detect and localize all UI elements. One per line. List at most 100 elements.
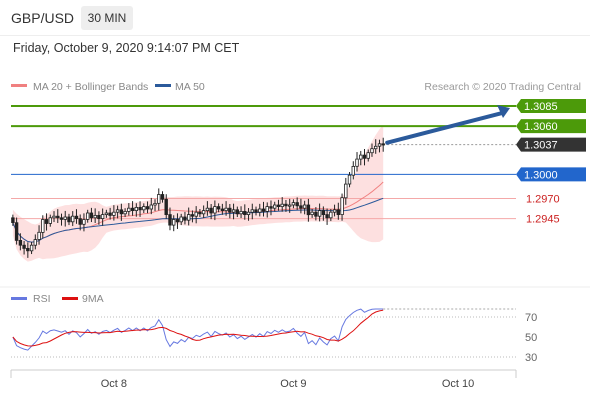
candle-body [336,209,340,216]
candle-body [63,216,67,220]
rsi-ma-line [12,309,384,347]
candle-body [186,214,191,221]
support-label: 1.2945 [526,214,560,226]
rsi-line [12,308,384,351]
x-axis-label: Oct 8 [101,378,127,390]
candle-body [89,212,94,219]
rsi-tick-label: 30 [525,352,537,364]
candle-body [22,244,26,249]
header-divider [0,35,590,36]
candle-body [100,214,105,220]
candle-body [37,231,41,240]
candle-body [276,204,281,208]
candle-body [112,211,116,216]
candle-body [272,204,277,209]
candle-body [11,217,15,224]
candle-body [127,207,131,212]
legend-swatch-ma20 [11,84,27,87]
candle-body [325,214,329,219]
candle-body [93,214,97,219]
candle-body [134,206,138,211]
candle-body [59,217,64,220]
candle-body [71,215,75,223]
candle-body [205,207,210,211]
candle-body [153,202,157,206]
candle-body [366,152,370,159]
candle-body [302,204,307,209]
candle-body [265,206,269,212]
candle-body [209,207,213,214]
candle-body [340,197,344,215]
candle-body [306,204,311,216]
price-tag-label: 1.3000 [524,169,558,181]
candle-body [168,214,172,226]
candle-body [250,209,254,213]
symbol-title: GBP/USD [11,10,75,26]
x-axis-label: Oct 10 [442,378,474,390]
candle-body [194,211,198,217]
rsi-ma-legend-label: 9MA [82,293,104,305]
target-arrow-head [497,105,510,119]
candle-body [347,174,352,185]
candle-body [138,206,142,211]
legend-swatch-rsi [11,297,27,300]
candle-body [284,203,288,207]
candle-body [190,214,195,217]
x-axis-label: Oct 9 [280,378,306,390]
timeframe-tab[interactable]: 30 MIN [81,6,133,30]
candle-body [130,207,135,211]
candle-body [52,215,56,219]
rsi-tick-label: 50 [525,332,537,344]
candle-body [216,206,221,210]
candle-body [175,219,180,223]
candle-body [157,194,161,204]
price-tag [516,167,586,182]
candle-body [44,219,49,224]
candle-body [86,212,90,220]
ma50-line [12,197,384,243]
candle-body [67,216,71,223]
candle-body [48,217,52,224]
candle-body [78,218,82,225]
candle-body [14,222,19,241]
support-label: 1.2970 [526,194,560,206]
legend-swatch-9ma [62,297,78,300]
candle-body [235,209,239,215]
candle-body [104,212,109,216]
target-arrow-shaft [385,111,504,145]
candle-body [355,158,359,167]
candle-body [171,219,176,226]
candle-body [231,209,236,213]
candle-body [254,209,258,213]
candle-body [258,208,262,213]
candle-body [198,211,202,215]
candle-body [261,208,266,212]
candle-body [220,208,225,212]
candle-body [359,154,363,160]
candle-body [243,210,247,215]
legend-ma50-label: MA 50 [175,81,205,93]
candle-body [370,148,374,154]
candle-body [56,215,60,219]
candle-body [82,219,86,225]
price-tag [516,137,586,152]
candle-body [246,211,251,215]
candle-body [164,198,168,216]
candle-body [344,183,348,199]
candle-body [97,214,101,219]
candle-body [351,165,355,176]
candle-body [287,204,292,207]
chart-header: GBP/USD 30 MIN [0,0,590,36]
candle-body [280,203,284,207]
research-credit: Research © 2020 Trading Central [424,81,581,93]
candle-body [329,211,333,219]
candle-body [213,206,217,214]
candle-body [269,206,273,209]
candle-body [362,154,367,159]
candle-body [33,239,37,246]
rsi-legend-label: RSI [33,293,51,305]
candle-body [183,216,187,221]
price-tag [516,99,586,114]
candle-body [179,216,183,223]
